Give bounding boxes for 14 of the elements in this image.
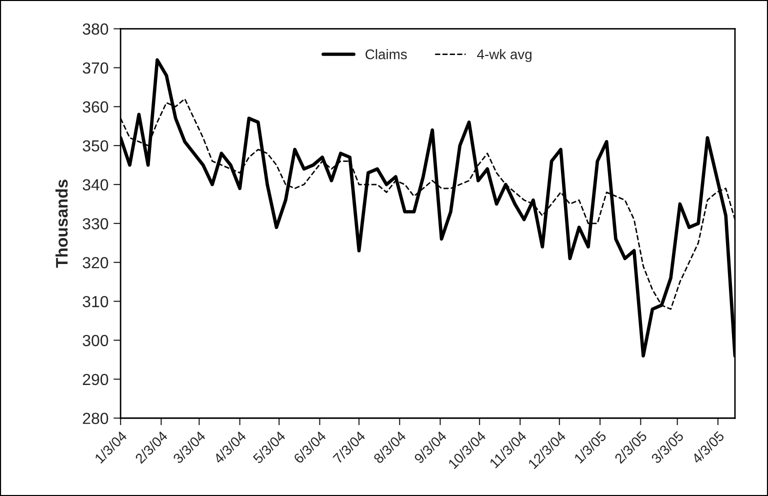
y-tick-label: 370 [82,62,108,74]
legend-label: 4-wk avg [477,49,532,62]
y-tick-label: 280 [82,412,108,424]
y-tick-label: 380 [82,23,108,35]
y-tick-label: 340 [82,179,108,190]
y-tick-label: 300 [82,334,108,346]
y-tick-label: 350 [82,140,108,152]
y-tick-label: 360 [82,101,108,113]
y-tick-label: 320 [82,257,108,268]
y-tick-label: 330 [82,218,108,230]
y-axis-title: Thousands [55,180,68,268]
y-tick-label: 290 [82,374,108,386]
y-tick-label: 310 [82,296,108,308]
legend-label: Claims [366,49,407,60]
